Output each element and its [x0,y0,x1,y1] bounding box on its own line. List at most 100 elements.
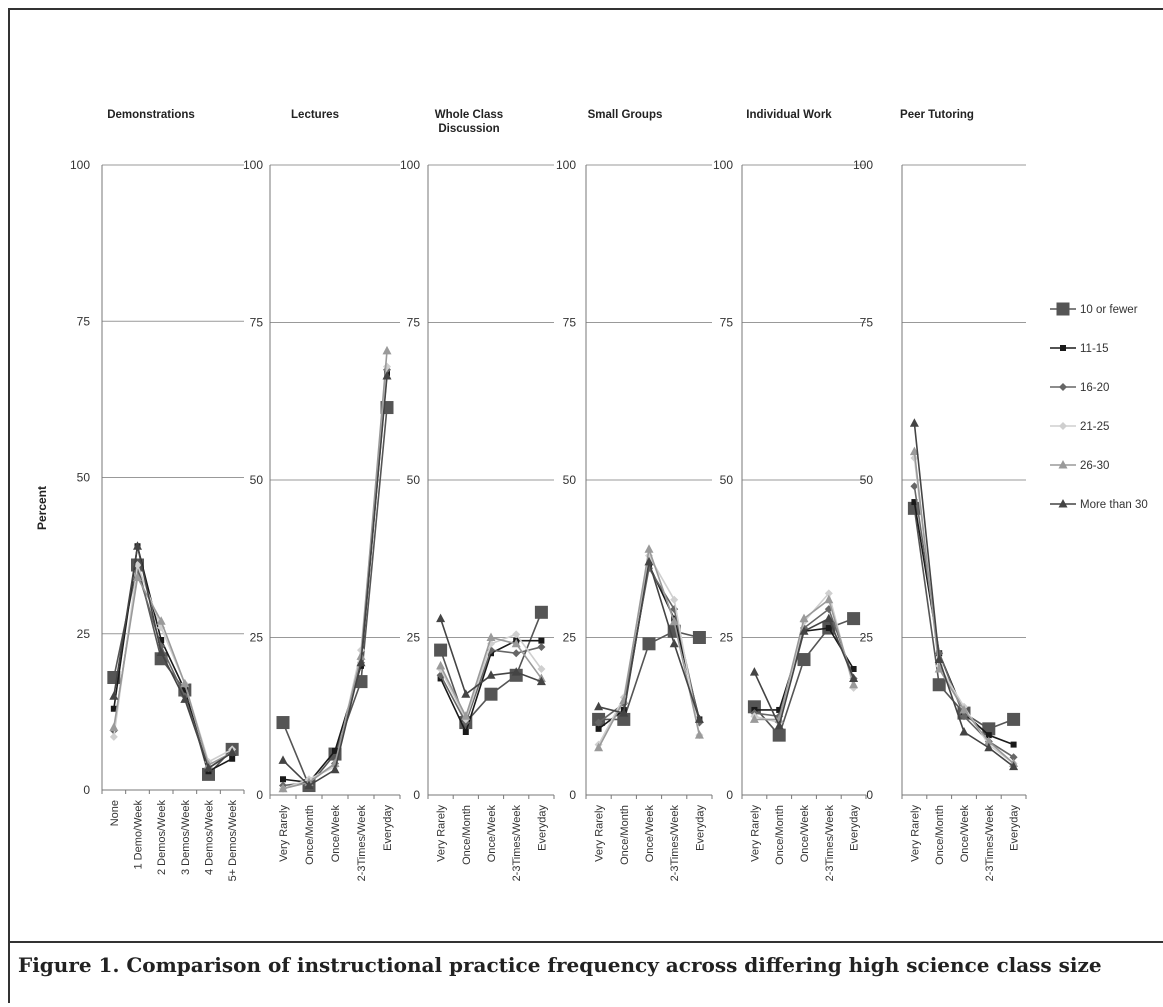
y-tick-label: 50 [860,473,874,487]
data-point [538,637,545,644]
data-point [959,727,969,736]
legend: 10 or fewer 11-15 16-20 21-25 26-30 More than… [1050,302,1148,511]
data-point [537,642,546,651]
legend-label: 11-15 [1080,343,1109,355]
panel-3: Small Groups 0 25 50 75 100 Very Rarely Once/Mo… [556,109,713,882]
data-point [330,764,340,774]
data-point [484,687,498,701]
x-tick-label: None [109,800,121,826]
x-tick-label: Very Rarely [909,805,921,862]
panel-2: Whole Class Discussion 0 25 50 75 100 Very Rare… [400,109,555,882]
series-line [913,508,1014,730]
data-point [850,666,857,672]
panel-title: Peer Tutoring [900,109,974,121]
data-point [824,589,833,598]
y-tick-label: 25 [77,627,91,641]
legend-marker [1056,302,1070,316]
data-point [181,687,188,693]
y-tick-label: 75 [407,316,421,330]
data-point [774,720,784,730]
y-tick-label: 75 [77,314,91,328]
panel-title: Individual Work [746,109,832,121]
data-point [109,691,119,700]
x-tick-label: Very Rarely [436,805,448,862]
y-tick-label: 75 [860,316,874,330]
panel-5: Peer Tutoring 0 25 50 75 100 Very Rarely Once/M… [853,109,1027,882]
data-point [934,664,944,673]
legend-marker [1058,499,1068,508]
x-tick-label: Once/Week [644,805,656,863]
data-point [909,446,919,456]
x-tick-label: 2-3Times/Week [511,805,523,882]
data-point [278,755,288,764]
figure-caption: Figure 1. Comparison of instructional pr… [18,953,1102,977]
x-tick-label: 2-3Times/Week [824,805,836,882]
data-point [824,594,834,604]
data-point [110,705,117,712]
data-point [109,722,119,731]
series-line [754,627,855,711]
data-point [278,783,288,793]
x-tick-label: Once/Week [959,805,971,863]
panel-1: Lectures 0 25 50 75 100 Very Rarely Once/Month O… [243,109,401,881]
y-tick-label: 25 [250,631,264,645]
data-point [594,701,604,711]
caption-bar: Figure 1. Comparison of instructional pr… [10,941,1163,1005]
data-point [158,637,165,643]
data-point [156,647,166,656]
data-point [959,704,969,714]
data-point [276,716,290,730]
data-point [847,612,861,626]
series-line [113,571,233,770]
x-tick-label: Everyday [536,805,548,851]
x-tick-label: 2-3Times/Week [669,805,681,882]
data-point [356,657,366,667]
series-line [113,564,233,764]
data-point [644,544,654,553]
data-point [536,676,546,686]
data-point [960,712,968,721]
data-point [985,732,992,739]
y-tick-label: 100 [243,158,263,172]
data-point [280,776,286,783]
y-tick-label: 0 [866,788,873,802]
data-point [749,667,759,676]
data-point [692,631,706,644]
x-tick-label: 2-3Times/Week [984,805,996,882]
x-tick-label: Once/Month [304,805,316,865]
y-tick-label: 50 [407,473,421,487]
x-tick-label: Once/Week [486,805,498,863]
x-tick-label: Once/Month [619,805,631,865]
y-tick-label: 100 [556,158,576,172]
data-point [984,742,994,752]
data-point [204,763,213,772]
data-point [461,689,471,698]
data-point [797,653,811,667]
data-point [772,728,786,742]
data-point [1007,712,1021,726]
data-point [799,613,809,623]
panel-title: Demonstrations [107,109,195,121]
panel-title: Discussion [438,123,499,135]
data-point [799,626,809,635]
data-point [511,667,521,676]
data-point [909,418,919,427]
y-tick-label: 100 [853,158,873,172]
y-tick-label: 100 [713,158,733,172]
data-point [436,660,446,670]
data-point [594,718,603,727]
y-tick-label: 25 [860,631,874,645]
chart-canvas: Demonstrations 0 25 50 75 100 None 1 Demo/Week 2… [35,109,1148,882]
data-point [133,572,142,581]
y-tick-label: 25 [407,631,421,645]
data-point [595,725,602,732]
x-tick-label: Very Rarely [278,805,290,862]
x-tick-label: 3 Demos/Week [180,800,192,875]
data-point [669,638,679,648]
x-tick-label: Very Rarely [749,805,761,862]
data-point [512,649,521,658]
data-point [984,736,994,745]
data-point [932,678,946,692]
data-point [642,637,656,651]
data-point [825,625,832,632]
